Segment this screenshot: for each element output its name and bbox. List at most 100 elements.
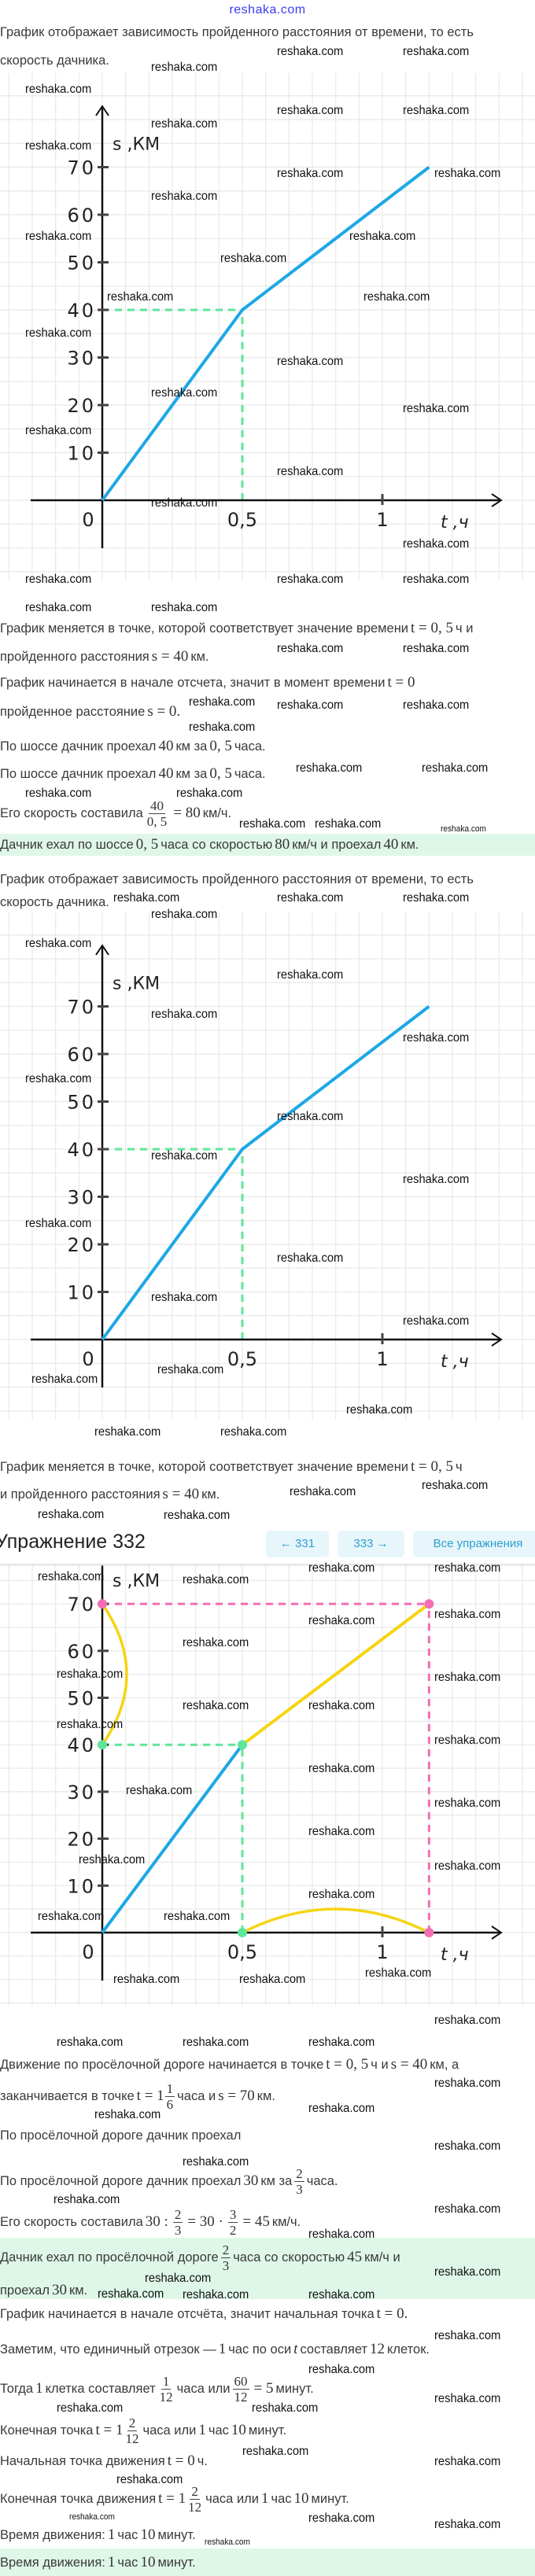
watermark: reshaka.com [363,290,430,304]
x-axis-arrow [491,493,503,507]
watermark: reshaka.com [98,2287,164,2301]
math: 10 [231,2422,246,2438]
math: t = 1 [158,2490,186,2507]
watermark: reshaka.com [151,117,218,131]
watermark: reshaka.com [157,1363,224,1376]
text: часа или [176,2382,231,2396]
math: = 45 [242,2213,270,2230]
y-tick-label: 50 [67,1688,96,1710]
text: км. [256,2089,275,2103]
watermark: reshaka.com [277,573,344,586]
series-line [101,1004,430,1341]
watermark: reshaka.com [107,290,174,304]
math: = 80 [173,805,201,821]
next-exercise-button[interactable]: 333 → [338,1531,404,1557]
watermark: reshaka.com [183,2155,249,2169]
watermark: reshaka.com [434,2139,501,2153]
x-tick-label: 1 [376,1348,388,1370]
watermark: reshaka.com [54,2193,120,2206]
text: График начинается в начале отсчёта, знач… [0,2307,374,2321]
watermark: reshaka.com [113,1973,180,1986]
watermark: reshaka.com [151,1291,218,1304]
text: час [117,2528,138,2542]
watermark: reshaka.com [403,1173,470,1186]
site-logo[interactable]: reshaka.com [229,3,306,17]
watermark: reshaka.com [239,817,306,831]
math: 40 [158,765,174,782]
text: По шоссе дачник проехал [0,739,157,754]
text: км, а [430,2058,459,2072]
math: 1 [218,2341,227,2357]
watermark: reshaka.com [126,1784,193,1797]
y-tick-label: 70 [67,997,96,1019]
watermark: reshaka.com [151,496,218,510]
header-shadow [0,1564,535,1567]
text: Начальная точка движения [0,2454,165,2468]
watermark: reshaka.com [25,601,92,614]
all-exercises-button[interactable]: Все упражнения [413,1531,535,1557]
math: s = 40 [151,648,189,665]
x-tick-label: 0 [82,1941,94,1963]
y-axis-label: s ,КМ [113,135,160,155]
watermark: reshaka.com [25,787,92,800]
watermark: reshaka.com [403,45,470,58]
math: 12 [370,2341,385,2357]
watermark: reshaka.com [308,1614,375,1627]
watermark: reshaka.com [434,167,501,180]
watermark: reshaka.com [422,761,489,775]
y-tick-label: 60 [67,1641,96,1663]
y-tick-label: 50 [67,252,96,275]
watermark: reshaka.com [403,537,470,551]
y-tick-label: 70 [67,1594,96,1616]
watermark: reshaka.com [151,190,218,203]
text: Дачник ехал по шоссе [0,838,134,852]
math: 1 [35,2380,43,2397]
denominator: 2 [229,2222,237,2238]
watermark: reshaka.com [183,1573,249,1587]
watermark: reshaka.com [434,1561,501,1575]
math: = 5 [253,2380,274,2397]
watermark: reshaka.com [151,61,218,74]
text-line: По шоссе дачник проехал 40 км за 0, 5 часа. [0,765,266,783]
math: 40 [158,738,174,754]
denominator: 3 [174,2222,182,2238]
text: График начинается в начале отсчета, знач… [0,676,386,690]
watermark: reshaka.com [113,891,180,905]
watermark: reshaka.com [57,1668,124,1681]
answer-line: Время движения: 1 час 10 минут. [0,2553,196,2572]
watermark: reshaka.com [205,2537,250,2547]
watermark: reshaka.com [308,2036,375,2049]
watermark: reshaka.com [308,2512,375,2525]
text: час [208,2423,229,2438]
text-line: По просёлочной дороге дачник проехал 30 км… [0,2166,338,2197]
watermark: reshaka.com [25,326,92,340]
x-tick-label: 1 [376,509,388,531]
site-logo-bar: reshaka.com [0,3,535,17]
math: 1 [261,2490,269,2507]
text: скорость дачника. [0,895,109,909]
point-marker [424,1928,434,1937]
watermark: reshaka.com [308,2228,375,2241]
x-axis-label: t ,ч [441,1352,469,1372]
watermark: reshaka.com [346,1403,413,1417]
answer-box [0,2548,535,2576]
watermark: reshaka.com [308,1762,375,1775]
prev-exercise-button[interactable]: ← 331 [266,1531,329,1557]
numerator: 2 [172,2206,183,2223]
watermark: reshaka.com [183,2036,249,2049]
math: = 30 · [187,2213,223,2230]
text-line: Движение по просёлочной дороге начинаетс… [0,2055,459,2074]
text: По просёлочной дороге дачник проехал [0,2174,242,2188]
text-line: Конечная точка t = 1 2 12 часа или 1 час 10 мину… [0,2416,286,2446]
math: 1 [107,2554,116,2570]
answer-line: Дачник ехал по шоссе 0, 5 часа со скорость… [0,835,419,854]
watermark: reshaka.com [277,104,344,117]
y-tick-label: 60 [67,205,96,227]
math: 10 [140,2526,156,2543]
x-axis-label: t ,ч [441,513,469,533]
watermark: reshaka.com [164,1509,231,1522]
watermark: reshaka.com [25,83,92,96]
watermark: reshaka.com [189,695,256,709]
y-tick-label: 40 [67,1734,96,1756]
